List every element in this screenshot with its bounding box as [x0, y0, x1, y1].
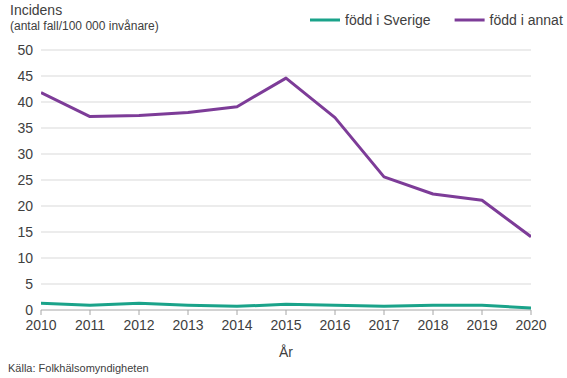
y-tick-label: 35: [17, 120, 33, 136]
x-tick: [335, 310, 336, 315]
x-tick: [286, 310, 287, 315]
grid-line: [41, 284, 531, 285]
x-tick-label: 2012: [123, 317, 154, 333]
x-tick: [139, 310, 140, 315]
grid-line: [41, 50, 531, 51]
legend-swatch: [455, 19, 485, 22]
x-tick: [237, 310, 238, 315]
x-tick-label: 2014: [221, 317, 252, 333]
x-tick-label: 2015: [270, 317, 301, 333]
x-tick-label: 2017: [368, 317, 399, 333]
legend-label: född i Sverige: [345, 12, 431, 28]
y-tick-label: 50: [17, 42, 33, 58]
legend-label: född i annat land: [490, 12, 567, 28]
y-tick-label: 10: [17, 250, 33, 266]
y-tick-label: 30: [17, 146, 33, 162]
grid-line: [41, 102, 531, 103]
series-line: [41, 78, 531, 237]
x-tick-label: 2016: [319, 317, 350, 333]
y-tick-label: 40: [17, 94, 33, 110]
x-tick: [531, 310, 532, 315]
grid-line: [41, 258, 531, 259]
grid-line: [41, 206, 531, 207]
x-tick: [384, 310, 385, 315]
grid-line: [41, 180, 531, 181]
x-tick: [482, 310, 483, 315]
x-tick: [433, 310, 434, 315]
x-tick-label: 2010: [25, 317, 56, 333]
x-tick-label: 2013: [172, 317, 203, 333]
source-note: Källa: Folkhälsomyndigheten: [8, 362, 149, 374]
y-tick-label: 20: [17, 198, 33, 214]
series-group: [41, 78, 531, 308]
x-tick-label: 2019: [466, 317, 497, 333]
x-axis-label: År: [279, 344, 293, 360]
grid-line: [41, 76, 531, 77]
y-axis-label: Incidens(antal fall/100 000 invånare): [10, 2, 159, 33]
grid-line: [41, 232, 531, 233]
y-axis-label-line: Incidens: [10, 2, 62, 18]
y-tick-label: 45: [17, 68, 33, 84]
x-tick-label: 2018: [417, 317, 448, 333]
x-tick-label: 2011: [75, 317, 105, 333]
y-axis-label-line: (antal fall/100 000 invånare): [10, 19, 159, 33]
grid-line: [41, 128, 531, 129]
x-tick: [188, 310, 189, 315]
x-tick: [90, 310, 91, 315]
y-tick-label: 5: [25, 276, 33, 292]
grid-line: [41, 154, 531, 155]
y-tick-label: 25: [17, 172, 33, 188]
y-tick-label: 15: [17, 224, 33, 240]
y-tick-label: 0: [25, 302, 33, 318]
chart: 0 5 10 15 20 25 30 35 40 45 50 2010 2011 2012 2013 2014…: [0, 0, 567, 378]
x-tick: [41, 310, 42, 315]
x-tick-label: 2020: [515, 317, 546, 333]
series-line: [41, 303, 531, 308]
legend-swatch: [310, 19, 340, 22]
